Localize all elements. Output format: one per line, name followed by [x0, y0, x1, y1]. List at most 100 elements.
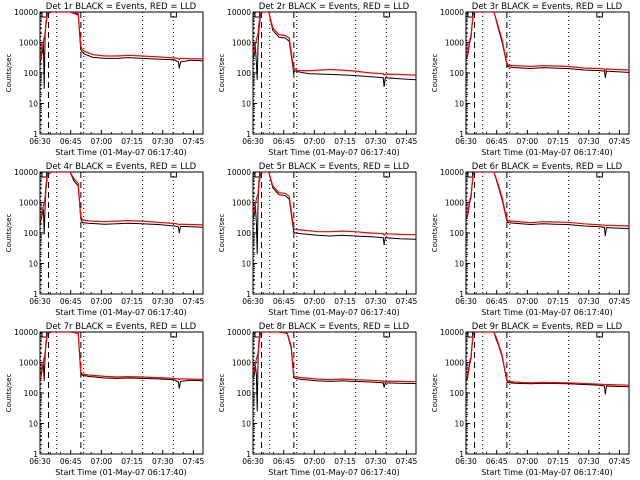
- x-axis-label: Start Time (01-May-07 06:17:40): [55, 308, 186, 317]
- x-tick-label: 07:15: [121, 137, 143, 146]
- y-tick-label: 1: [246, 450, 251, 459]
- events-series-line: [253, 332, 416, 412]
- x-tick-label: 06:45: [486, 297, 508, 306]
- plot-frame: [39, 171, 204, 295]
- panel-title: Det 5r BLACK = Events, RED = LLD: [259, 162, 410, 172]
- y-tick-label: 1000: [445, 199, 464, 208]
- x-tick-label: 06:30: [242, 137, 264, 146]
- interval-bracket: [596, 172, 603, 178]
- x-axis-label: Start Time (01-May-07 06:17:40): [268, 308, 399, 317]
- y-axis-label: Counts/sec: [5, 374, 13, 413]
- events-series-line: [253, 12, 416, 87]
- y-axis-label: Counts/sec: [218, 54, 226, 93]
- x-tick-label: 07:00: [91, 457, 113, 466]
- series-group: [40, 332, 203, 389]
- x-tick-label: 07:30: [578, 137, 600, 146]
- det-8r-chart: Det 8r BLACK = Events, RED = LLD 1 10 100 10…: [218, 322, 418, 477]
- x-tick-label: 06:45: [60, 297, 82, 306]
- interval-bracket: [254, 332, 261, 338]
- y-tick-label: 1: [459, 290, 464, 299]
- x-tick-label: 07:00: [91, 297, 113, 306]
- panel-title: Det 4r BLACK = Events, RED = LLD: [46, 162, 197, 172]
- x-tick-label: 07:45: [183, 457, 205, 466]
- y-tick-label: 1: [246, 290, 251, 299]
- det-1r-chart: Det 1r BLACK = Events, RED = LLD 1 10 100 10…: [5, 2, 204, 157]
- y-tick-label: 100: [237, 69, 252, 78]
- x-tick-label: 06:45: [486, 137, 508, 146]
- y-tick-label: 10000: [14, 8, 38, 17]
- x-axis-label: Start Time (01-May-07 06:17:40): [55, 148, 186, 157]
- y-tick-label: 10: [454, 100, 464, 109]
- x-tick-label: 06:30: [29, 137, 51, 146]
- interval-bracket: [383, 172, 390, 178]
- y-tick-label: 1000: [19, 359, 38, 368]
- lld-series-line: [253, 332, 416, 383]
- x-tick-label: 07:00: [304, 137, 326, 146]
- series-group: [253, 12, 416, 87]
- plot-frame: [39, 331, 204, 455]
- panel-title: Det 9r BLACK = Events, RED = LLD: [472, 322, 623, 332]
- x-tick-label: 07:30: [578, 297, 600, 306]
- interval-bracket: [383, 12, 390, 18]
- x-tick-label: 07:15: [547, 137, 569, 146]
- y-tick-label: 10000: [227, 168, 251, 177]
- x-axis-label: Start Time (01-May-07 06:17:40): [55, 468, 186, 477]
- y-tick-label: 10: [454, 260, 464, 269]
- panel-title: Det 7r BLACK = Events, RED = LLD: [46, 322, 197, 332]
- events-series-line: [466, 172, 629, 237]
- interval-bracket: [596, 332, 603, 338]
- y-tick-label: 100: [450, 229, 465, 238]
- series-group: [466, 172, 629, 237]
- x-tick-label: 07:15: [121, 457, 143, 466]
- interval-bracket: [467, 12, 474, 18]
- panel-title: Det 6r BLACK = Events, RED = LLD: [472, 162, 623, 172]
- y-tick-label: 1000: [19, 39, 38, 48]
- x-tick-label: 06:45: [273, 137, 295, 146]
- interval-bracket: [170, 12, 177, 18]
- y-tick-label: 1: [459, 450, 464, 459]
- y-tick-label: 1: [33, 450, 38, 459]
- y-tick-label: 1000: [232, 39, 251, 48]
- x-tick-label: 07:45: [396, 457, 418, 466]
- y-tick-label: 10: [28, 260, 38, 269]
- y-tick-label: 10: [28, 420, 38, 429]
- lld-series-line: [40, 332, 203, 381]
- y-tick-label: 10: [241, 100, 251, 109]
- x-tick-label: 07:15: [547, 297, 569, 306]
- series-group: [253, 172, 416, 255]
- x-tick-label: 07:15: [547, 457, 569, 466]
- events-series-line: [40, 172, 203, 235]
- panel-title: Det 2r BLACK = Events, RED = LLD: [259, 2, 410, 12]
- y-tick-label: 1: [459, 130, 464, 139]
- x-tick-label: 07:45: [609, 137, 631, 146]
- y-tick-label: 10000: [440, 328, 464, 337]
- y-tick-label: 1000: [232, 199, 251, 208]
- det-2r-chart: Det 2r BLACK = Events, RED = LLD 1 10 100 10…: [218, 2, 417, 157]
- interval-bracket: [41, 12, 48, 18]
- interval-bracket: [383, 332, 390, 338]
- x-tick-label: 07:30: [365, 457, 387, 466]
- x-axis-label: Start Time (01-May-07 06:17:40): [481, 148, 612, 157]
- x-tick-label: 07:00: [304, 457, 326, 466]
- y-tick-label: 1000: [19, 199, 38, 208]
- det-6r-chart: Det 6r BLACK = Events, RED = LLD 1 10 100 10…: [431, 162, 630, 317]
- y-axis-label: Counts/sec: [431, 374, 439, 413]
- interval-bracket: [254, 12, 261, 18]
- det-3r-chart: Det 3r BLACK = Events, RED = LLD 1 10 100 10…: [431, 2, 631, 157]
- lld-series-line: [466, 332, 629, 386]
- y-tick-label: 1000: [232, 359, 251, 368]
- det-9r-chart: Det 9r BLACK = Events, RED = LLD 1 10 100 10…: [431, 322, 630, 477]
- series-group: [466, 332, 629, 395]
- plot-frame: [465, 331, 630, 455]
- y-tick-label: 100: [24, 389, 39, 398]
- x-axis-label: Start Time (01-May-07 06:17:40): [481, 468, 612, 477]
- series-group: [466, 12, 629, 78]
- y-tick-label: 100: [237, 389, 252, 398]
- lld-series-line: [466, 172, 629, 227]
- events-series-line: [466, 12, 629, 78]
- x-tick-label: 07:30: [365, 137, 387, 146]
- interval-bracket: [467, 332, 474, 338]
- interval-bracket: [41, 172, 48, 178]
- y-tick-label: 1: [33, 290, 38, 299]
- lld-series-line: [40, 172, 203, 226]
